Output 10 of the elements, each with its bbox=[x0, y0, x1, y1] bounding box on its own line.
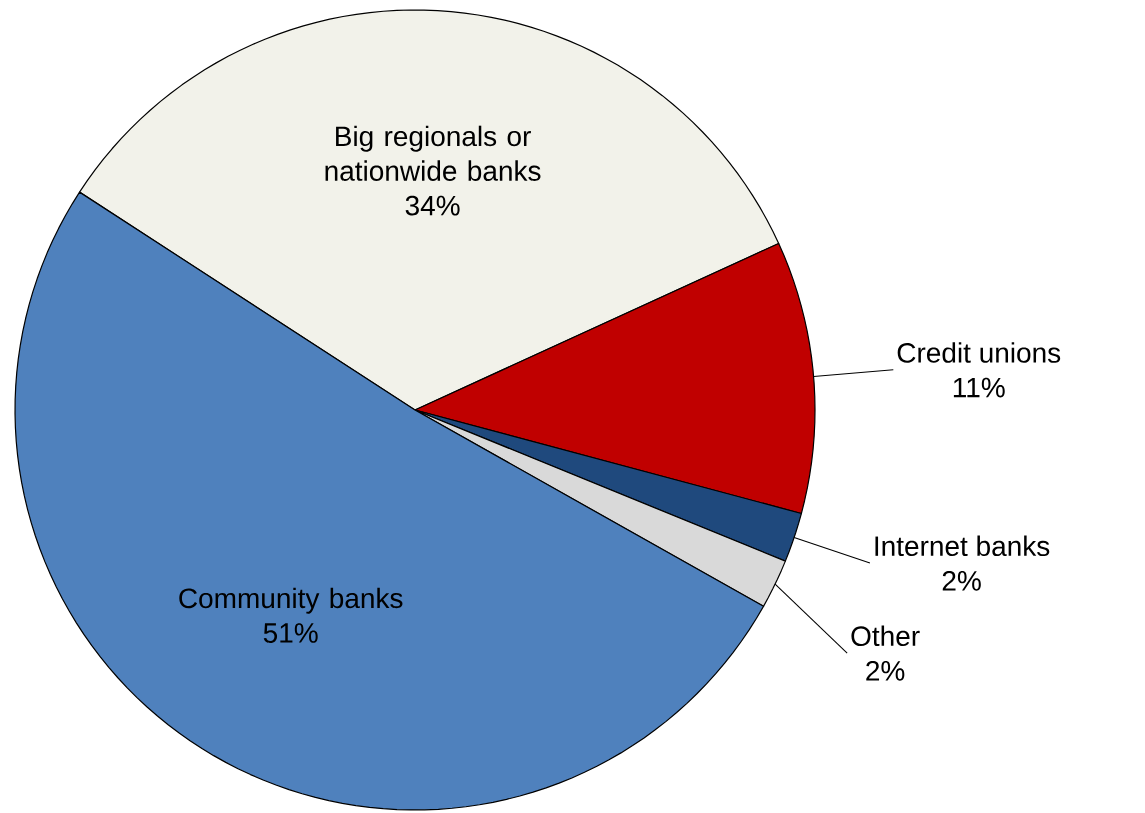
slice-label: Other bbox=[851, 625, 920, 647]
data-label: 34% bbox=[405, 195, 460, 216]
data-label: 11% bbox=[953, 377, 1005, 398]
slice-label: Internet banks bbox=[875, 535, 1050, 557]
data-label: 2% bbox=[866, 660, 905, 681]
slice-label: Community banks bbox=[179, 587, 403, 614]
slice-label: Big regionals or nationwide banks bbox=[325, 125, 541, 181]
data-label: 2% bbox=[942, 570, 981, 591]
data-label: 51% bbox=[263, 623, 318, 643]
slice-label: Credit unions bbox=[897, 342, 1061, 363]
